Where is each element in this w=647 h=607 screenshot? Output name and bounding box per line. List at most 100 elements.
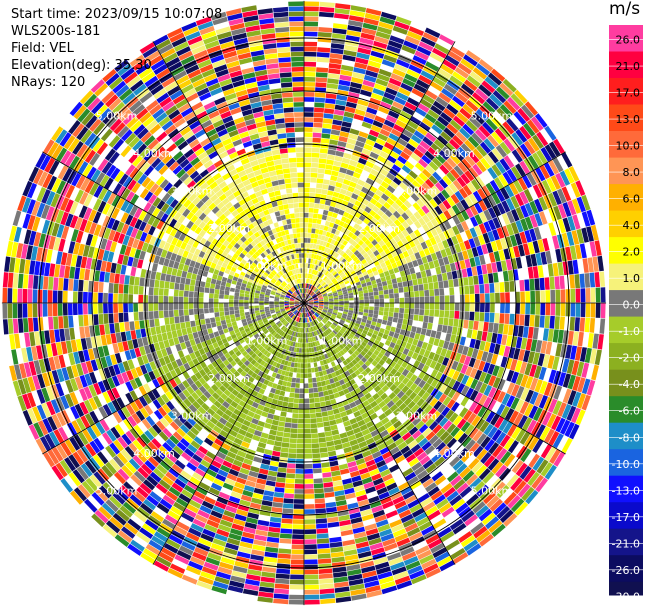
velocity-cell [119, 485, 133, 498]
velocity-cell [139, 320, 145, 329]
velocity-cell [374, 243, 381, 250]
velocity-cell [378, 239, 385, 247]
velocity-cell [540, 444, 553, 459]
velocity-cell [334, 301, 339, 303]
velocity-cell [418, 172, 428, 182]
velocity-cell [294, 342, 298, 348]
velocity-cell [332, 322, 338, 327]
velocity-cell [351, 422, 360, 430]
velocity-cell [257, 596, 273, 603]
velocity-cell [469, 285, 475, 294]
velocity-cell [339, 298, 344, 302]
velocity-cell [347, 314, 353, 319]
velocity-cell [85, 337, 93, 349]
velocity-cell [307, 289, 310, 294]
velocity-cell [357, 551, 372, 559]
velocity-cell [304, 589, 320, 595]
velocity-cell [174, 478, 187, 489]
velocity-cell [235, 331, 242, 338]
velocity-cell [407, 261, 414, 269]
velocity-cell [285, 308, 291, 311]
velocity-cell [343, 404, 351, 411]
velocity-cell [377, 425, 386, 434]
velocity-cell [331, 278, 337, 283]
velocity-cell [471, 266, 478, 276]
velocity-cell [332, 310, 338, 314]
velocity-cell [479, 371, 487, 383]
velocity-cell [320, 344, 325, 350]
velocity-cell [445, 539, 460, 551]
velocity-cell [299, 343, 302, 348]
velocity-cell [23, 362, 32, 378]
velocity-cell [213, 478, 225, 487]
velocity-cell [537, 239, 545, 253]
velocity-cell [154, 318, 160, 327]
velocity-cell [321, 312, 326, 316]
velocity-cell [287, 463, 296, 469]
velocity-cell [297, 337, 301, 343]
velocity-cell [469, 303, 475, 312]
velocity-cell [439, 164, 450, 175]
velocity-cell [379, 528, 393, 537]
velocity-cell [244, 403, 252, 411]
velocity-cell [348, 295, 354, 299]
velocity-cell [229, 367, 237, 374]
velocity-cell [334, 13, 349, 20]
velocity-cell [306, 312, 309, 318]
velocity-cell [59, 459, 72, 475]
velocity-cell [275, 578, 290, 585]
velocity-cell [413, 237, 421, 246]
velocity-cell [83, 314, 89, 327]
velocity-cell [256, 392, 263, 400]
velocity-cell [373, 40, 388, 49]
velocity-cell [110, 333, 117, 344]
velocity-cell [163, 339, 170, 348]
velocity-cell [383, 542, 398, 552]
velocity-cell [346, 564, 361, 571]
velocity-cell [266, 439, 275, 446]
velocity-cell [446, 157, 457, 168]
velocity-cell [372, 205, 380, 213]
velocity-cell [140, 433, 151, 445]
velocity-cell [465, 366, 473, 377]
velocity-cell [464, 514, 478, 527]
velocity-cell [301, 328, 303, 333]
velocity-cell [422, 478, 434, 489]
velocity-cell [7, 318, 14, 334]
velocity-cell [192, 400, 201, 410]
velocity-cell [570, 288, 576, 303]
velocity-cell [375, 370, 383, 378]
velocity-cell [371, 367, 379, 374]
velocity-cell [511, 149, 523, 163]
velocity-cell [259, 340, 265, 346]
velocity-cell [368, 235, 375, 243]
velocity-cell [316, 239, 321, 245]
velocity-cell [312, 280, 316, 285]
velocity-cell [435, 371, 443, 381]
velocity-cell [239, 467, 250, 475]
velocity-cell [168, 338, 175, 347]
velocity-cell [547, 328, 554, 342]
velocity-cell [388, 311, 394, 317]
velocity-cell [497, 378, 506, 391]
velocity-cell [300, 307, 303, 312]
velocity-cell [405, 379, 414, 388]
velocity-cell [149, 361, 157, 371]
velocity-cell [304, 383, 309, 389]
velocity-cell [281, 311, 287, 315]
velocity-cell [255, 343, 262, 349]
velocity-cell [107, 401, 117, 414]
velocity-cell [589, 272, 596, 288]
velocity-cell [358, 366, 365, 373]
velocity-cell [490, 413, 500, 426]
velocity-cell [166, 331, 173, 340]
velocity-cell [460, 364, 469, 375]
velocity-cell [317, 284, 322, 289]
velocity-cell [319, 286, 324, 291]
velocity-cell [318, 261, 323, 267]
velocity-cell [255, 335, 261, 341]
velocity-cell [352, 328, 358, 333]
velocity-cell [360, 268, 367, 274]
velocity-cell [374, 421, 384, 429]
velocity-cell [401, 275, 407, 282]
